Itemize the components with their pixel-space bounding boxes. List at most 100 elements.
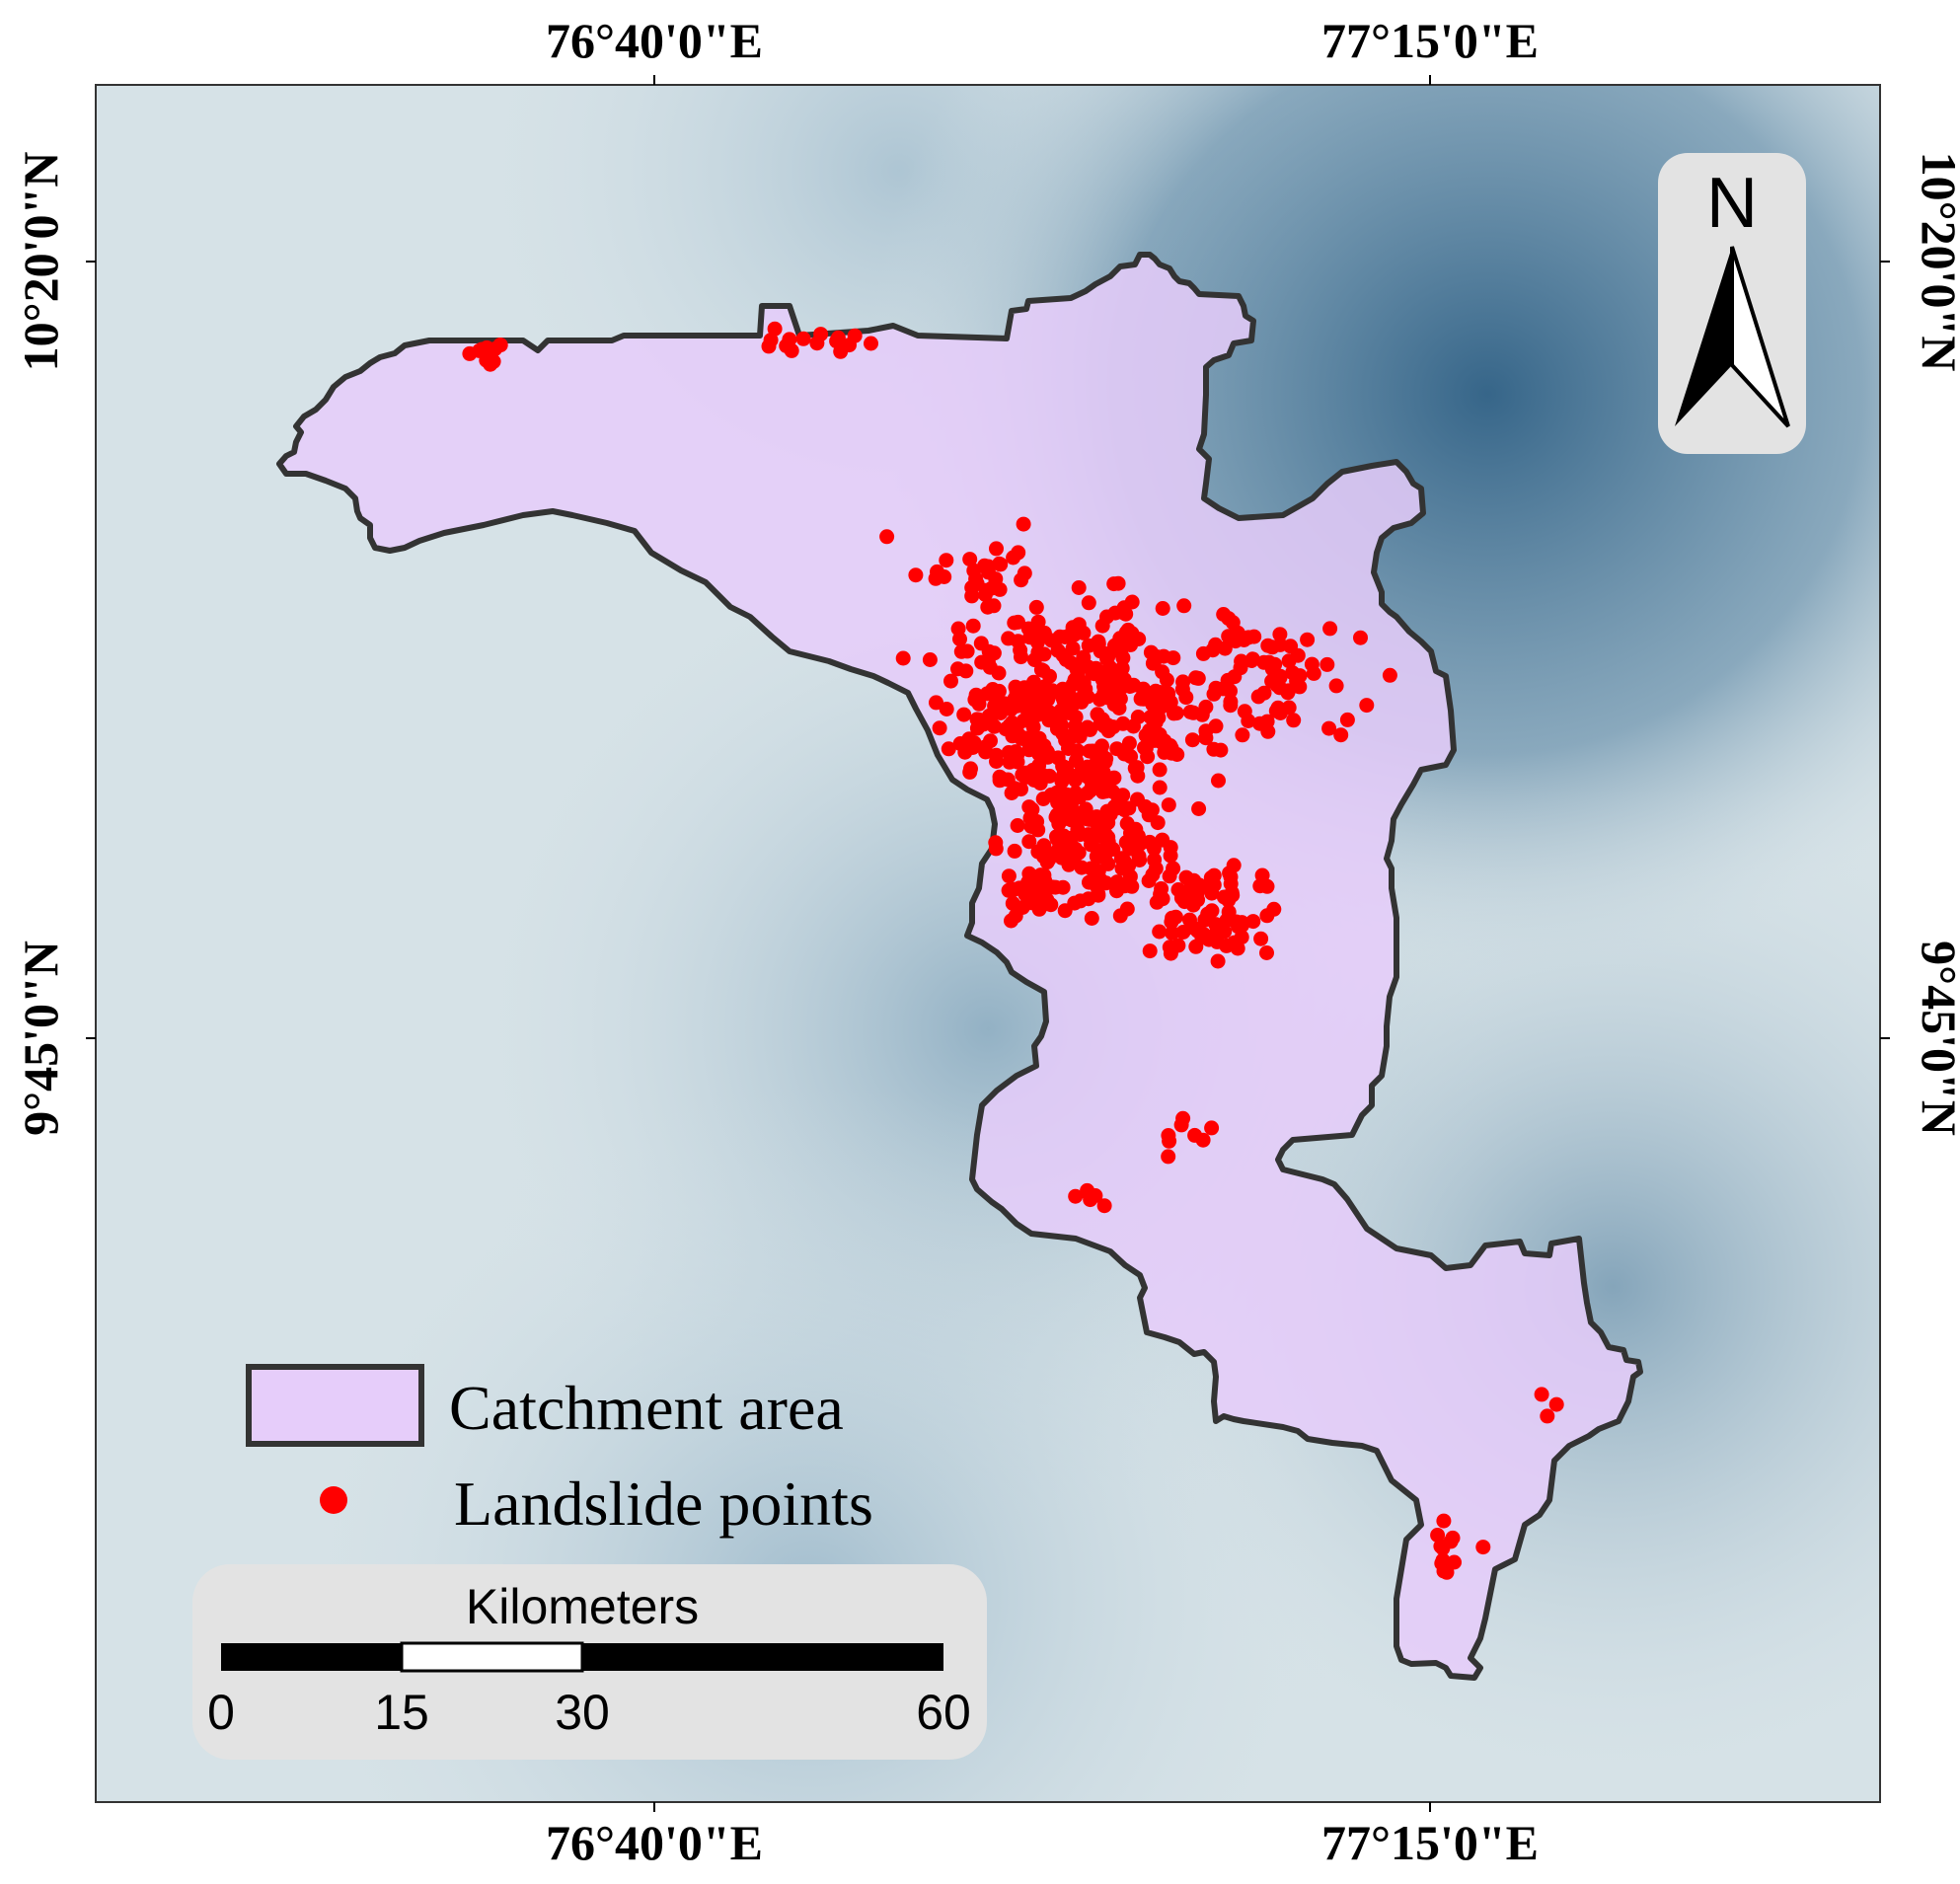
scale-tick-30: 30 — [555, 1685, 610, 1740]
landslide-point — [1235, 727, 1250, 743]
landslide-point — [1098, 784, 1113, 799]
landslide-point — [1073, 765, 1089, 781]
landslide-point — [1073, 893, 1089, 909]
landslide-point — [1014, 881, 1029, 897]
landslide-point — [1081, 595, 1096, 611]
landslide-point — [809, 336, 825, 351]
landslide-point — [958, 663, 974, 679]
landslide-point — [1035, 768, 1051, 784]
landslide-point — [1162, 868, 1177, 884]
landslide-point — [988, 835, 1004, 851]
landslide-point — [1195, 1132, 1211, 1148]
landslide-point — [1152, 762, 1168, 778]
landslide-point — [1540, 1408, 1555, 1424]
landslide-point — [956, 707, 972, 722]
landslide-point — [908, 567, 924, 583]
landslide-point — [980, 599, 996, 615]
landslide-point — [1014, 649, 1028, 665]
landslide-point — [1056, 767, 1072, 782]
landslide-point — [991, 665, 1007, 681]
landslide-point — [1163, 848, 1178, 864]
landslide-point — [987, 718, 1002, 734]
landslide-point — [1085, 665, 1100, 681]
landslide-point — [989, 754, 1004, 769]
landslide-point — [1213, 742, 1229, 758]
landslide-point — [1322, 621, 1338, 637]
landslide-point — [1143, 644, 1159, 660]
landslide-point — [1090, 707, 1105, 722]
landslide-point — [962, 552, 978, 567]
landslide-point — [1163, 945, 1178, 961]
landslide-point — [1157, 733, 1172, 749]
landslide-point — [1254, 867, 1270, 883]
landslide-point — [1031, 689, 1047, 705]
landslide-point — [1119, 816, 1135, 831]
landslide-point — [1353, 630, 1368, 645]
landslide-point — [939, 702, 954, 716]
landslide-point — [992, 556, 1008, 571]
landslide-point — [1080, 811, 1094, 827]
landslide-point — [1001, 868, 1017, 884]
landslide-point — [1300, 632, 1316, 647]
landslide-point — [943, 673, 958, 689]
landslide-point — [1225, 887, 1241, 903]
landslide-point — [1105, 719, 1121, 735]
scale-segment-0-15 — [221, 1643, 402, 1671]
landslide-point — [1339, 712, 1355, 727]
landslide-point — [1260, 638, 1276, 653]
landslide-point — [952, 632, 967, 646]
landslide-point — [988, 571, 1004, 587]
landslide-point — [1333, 727, 1349, 743]
north-arrow-left-half — [1675, 247, 1732, 426]
landslide-point — [1126, 718, 1141, 734]
landslide-point — [1198, 878, 1214, 894]
right-lat-label-1: 10°20'0"N — [1912, 152, 1960, 372]
landslide-point — [1244, 653, 1259, 668]
landslide-point — [1382, 667, 1397, 683]
legend-landslide-symbol — [320, 1486, 347, 1514]
landslide-point — [971, 712, 987, 727]
landslide-point — [1175, 925, 1191, 940]
landslide-point — [1099, 651, 1115, 667]
landslide-point — [1069, 753, 1084, 769]
landslide-point — [1165, 925, 1180, 941]
landslide-point — [1100, 834, 1116, 850]
landslide-point — [1155, 664, 1170, 680]
landslide-point — [864, 336, 878, 351]
landslide-point — [1084, 911, 1099, 926]
landslide-point — [1435, 1552, 1451, 1568]
landslide-point — [462, 345, 478, 361]
landslide-point — [1184, 732, 1200, 748]
landslide-point — [1028, 599, 1044, 615]
landslide-points — [462, 321, 1564, 1580]
landslide-point — [978, 744, 994, 760]
landslide-point — [1260, 723, 1276, 739]
landslide-point — [879, 529, 895, 545]
landslide-point — [1166, 650, 1181, 666]
north-label: N — [1706, 164, 1758, 243]
left-lat-label-2: 9°45'0"N — [13, 941, 68, 1136]
landslide-point — [1447, 1554, 1462, 1570]
catchment-area-polygon — [276, 252, 1643, 1681]
north-arrow: N — [1658, 153, 1806, 454]
landslide-point — [1208, 637, 1224, 652]
scale-segment-30-60 — [582, 1643, 943, 1671]
landslide-point — [895, 650, 911, 666]
landslide-point — [1188, 939, 1204, 954]
landslide-point — [1230, 941, 1245, 956]
landslide-point — [941, 741, 956, 757]
landslide-point — [1223, 876, 1239, 891]
landslide-point — [1121, 800, 1137, 816]
landslide-point — [1245, 914, 1261, 930]
landslide-point — [1021, 834, 1037, 850]
landslide-point — [962, 764, 978, 780]
landslide-point — [1155, 832, 1170, 848]
landslide-point — [1106, 576, 1122, 592]
landslide-point — [1436, 1513, 1452, 1529]
landslide-point — [1475, 1540, 1491, 1555]
landslide-point — [1007, 615, 1022, 631]
landslide-point — [763, 333, 779, 348]
landslide-point — [1037, 874, 1053, 890]
map-border — [95, 84, 1881, 1803]
